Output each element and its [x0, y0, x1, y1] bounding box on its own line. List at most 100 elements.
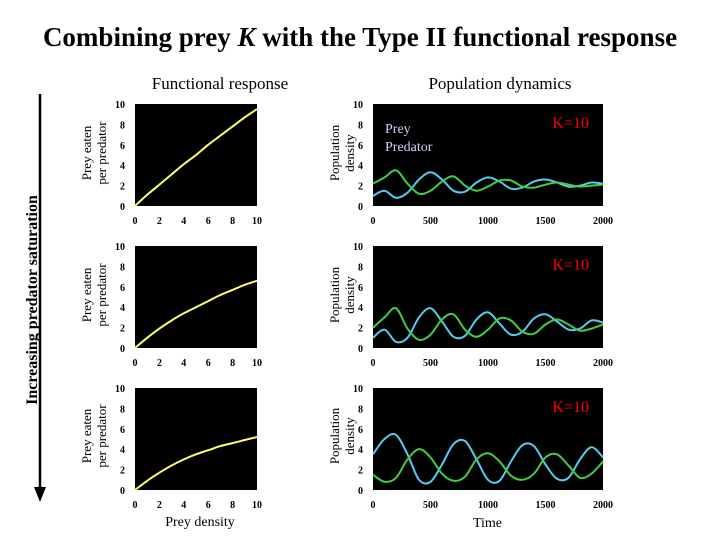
- series-line-prey: [372, 433, 604, 485]
- x-tick-label: 2: [157, 216, 162, 227]
- series-line-functional-response: [134, 108, 258, 207]
- population-dynamics-heading: Population dynamics: [428, 74, 572, 93]
- k-annotation: K=10: [552, 257, 589, 274]
- chart-population-dynamics-3: [372, 388, 604, 490]
- x-tick-label: 1000: [478, 500, 498, 511]
- x-tick-label: 0: [133, 216, 138, 227]
- y-tick-label: 0: [358, 486, 363, 497]
- y-tick-label: 10: [115, 384, 125, 395]
- x-tick-label: 10: [252, 216, 262, 227]
- x-tick-label: 4: [181, 358, 186, 369]
- y-tick-label: 8: [120, 120, 125, 131]
- x-tick-label: 6: [206, 500, 211, 511]
- x-tick-label: 0: [133, 358, 138, 369]
- y-tick-label: 8: [358, 120, 363, 131]
- x-tick-label: 4: [181, 216, 186, 227]
- x-tick-label: 8: [230, 358, 235, 369]
- chart-functional-response-3: [134, 388, 258, 491]
- series-line-predator: [372, 306, 604, 342]
- title-suffix: with the Type II functional response: [255, 22, 678, 52]
- x-tick-label: 6: [206, 216, 211, 227]
- y-tick-label: 6: [120, 283, 125, 294]
- x-tick-label: 4: [181, 500, 186, 511]
- y-tick-label: 6: [358, 283, 363, 294]
- y-tick-label: 4: [120, 303, 125, 314]
- y-tick-label: 4: [358, 303, 363, 314]
- y-tick-label: 0: [120, 202, 125, 213]
- saturation-arrow: [34, 94, 46, 502]
- y-tick-label: 2: [120, 182, 125, 193]
- y-tick-label: 6: [120, 425, 125, 436]
- x-tick-label: 1000: [478, 216, 498, 227]
- x-tick-label: 8: [230, 500, 235, 511]
- x-tick-label: 2: [157, 500, 162, 511]
- x-tick-label: 1500: [536, 500, 556, 511]
- y-tick-label: 6: [358, 141, 363, 152]
- chart-functional-response-1: [134, 104, 258, 207]
- x-tick-label: 1500: [536, 216, 556, 227]
- y-tick-label: 2: [358, 182, 363, 193]
- slide-title: Combining prey K with the Type II functi…: [0, 22, 720, 53]
- x-tick-label: 8: [230, 216, 235, 227]
- x-tick-label: 0: [133, 500, 138, 511]
- functional-response-heading: Functional response: [151, 74, 289, 93]
- x-tick-label: 2000: [593, 500, 613, 511]
- y-tick-label: 2: [358, 466, 363, 477]
- chart-functional-response-2: [134, 246, 258, 349]
- x-tick-label: 0: [371, 500, 376, 511]
- y-tick-label: 8: [120, 404, 125, 415]
- legend-entry-prey: Prey: [385, 122, 411, 137]
- series-line-predator: [372, 169, 604, 196]
- series-line-prey: [372, 171, 604, 199]
- y-tick-label: 10: [115, 100, 125, 111]
- y-tick-label: 4: [358, 445, 363, 456]
- k-annotation: K=10: [552, 115, 589, 132]
- left-xlabel: Prey density: [165, 515, 235, 530]
- series-line-predator: [372, 448, 604, 483]
- y-tick-label: 0: [120, 486, 125, 497]
- title-italic: K: [237, 22, 256, 52]
- y-tick-label: 0: [358, 344, 363, 355]
- series-line-functional-response: [134, 279, 258, 349]
- y-tick-label: 2: [120, 324, 125, 335]
- y-tick-label: 0: [358, 202, 363, 213]
- y-tick-label: 4: [120, 445, 125, 456]
- x-tick-label: 6: [206, 358, 211, 369]
- k-annotation: K=10: [552, 399, 589, 416]
- y-tick-label: 2: [120, 466, 125, 477]
- y-tick-label: 6: [120, 141, 125, 152]
- y-tick-label: 8: [358, 262, 363, 273]
- right-xlabel: Time: [472, 516, 503, 531]
- x-tick-label: 2000: [593, 216, 613, 227]
- x-tick-label: 0: [371, 216, 376, 227]
- x-tick-label: 500: [423, 358, 438, 369]
- y-tick-label: 4: [120, 161, 125, 172]
- x-tick-label: 2000: [593, 358, 613, 369]
- y-tick-label: 4: [358, 161, 363, 172]
- y-tick-label: 6: [358, 425, 363, 436]
- x-tick-label: 10: [252, 500, 262, 511]
- y-tick-label: 10: [353, 100, 363, 111]
- y-tick-label: 10: [353, 384, 363, 395]
- y-tick-label: 0: [120, 344, 125, 355]
- y-tick-label: 10: [353, 242, 363, 253]
- chart-population-dynamics-2: [372, 246, 604, 348]
- y-tick-label: 2: [358, 324, 363, 335]
- series-line-functional-response: [134, 436, 258, 491]
- y-tick-label: 8: [120, 262, 125, 273]
- x-tick-label: 10: [252, 358, 262, 369]
- plot-area: [135, 388, 257, 490]
- y-tick-label: 8: [358, 404, 363, 415]
- x-tick-label: 2: [157, 358, 162, 369]
- chart-population-dynamics-1: [372, 104, 604, 206]
- x-tick-label: 1500: [536, 358, 556, 369]
- x-tick-label: 500: [423, 216, 438, 227]
- x-tick-label: 0: [371, 358, 376, 369]
- title-prefix: Combining prey: [42, 22, 238, 52]
- plot-area: [373, 388, 603, 490]
- x-tick-label: 500: [423, 500, 438, 511]
- legend-entry-predator: Predator: [385, 140, 433, 155]
- x-tick-label: 1000: [478, 358, 498, 369]
- y-tick-label: 10: [115, 242, 125, 253]
